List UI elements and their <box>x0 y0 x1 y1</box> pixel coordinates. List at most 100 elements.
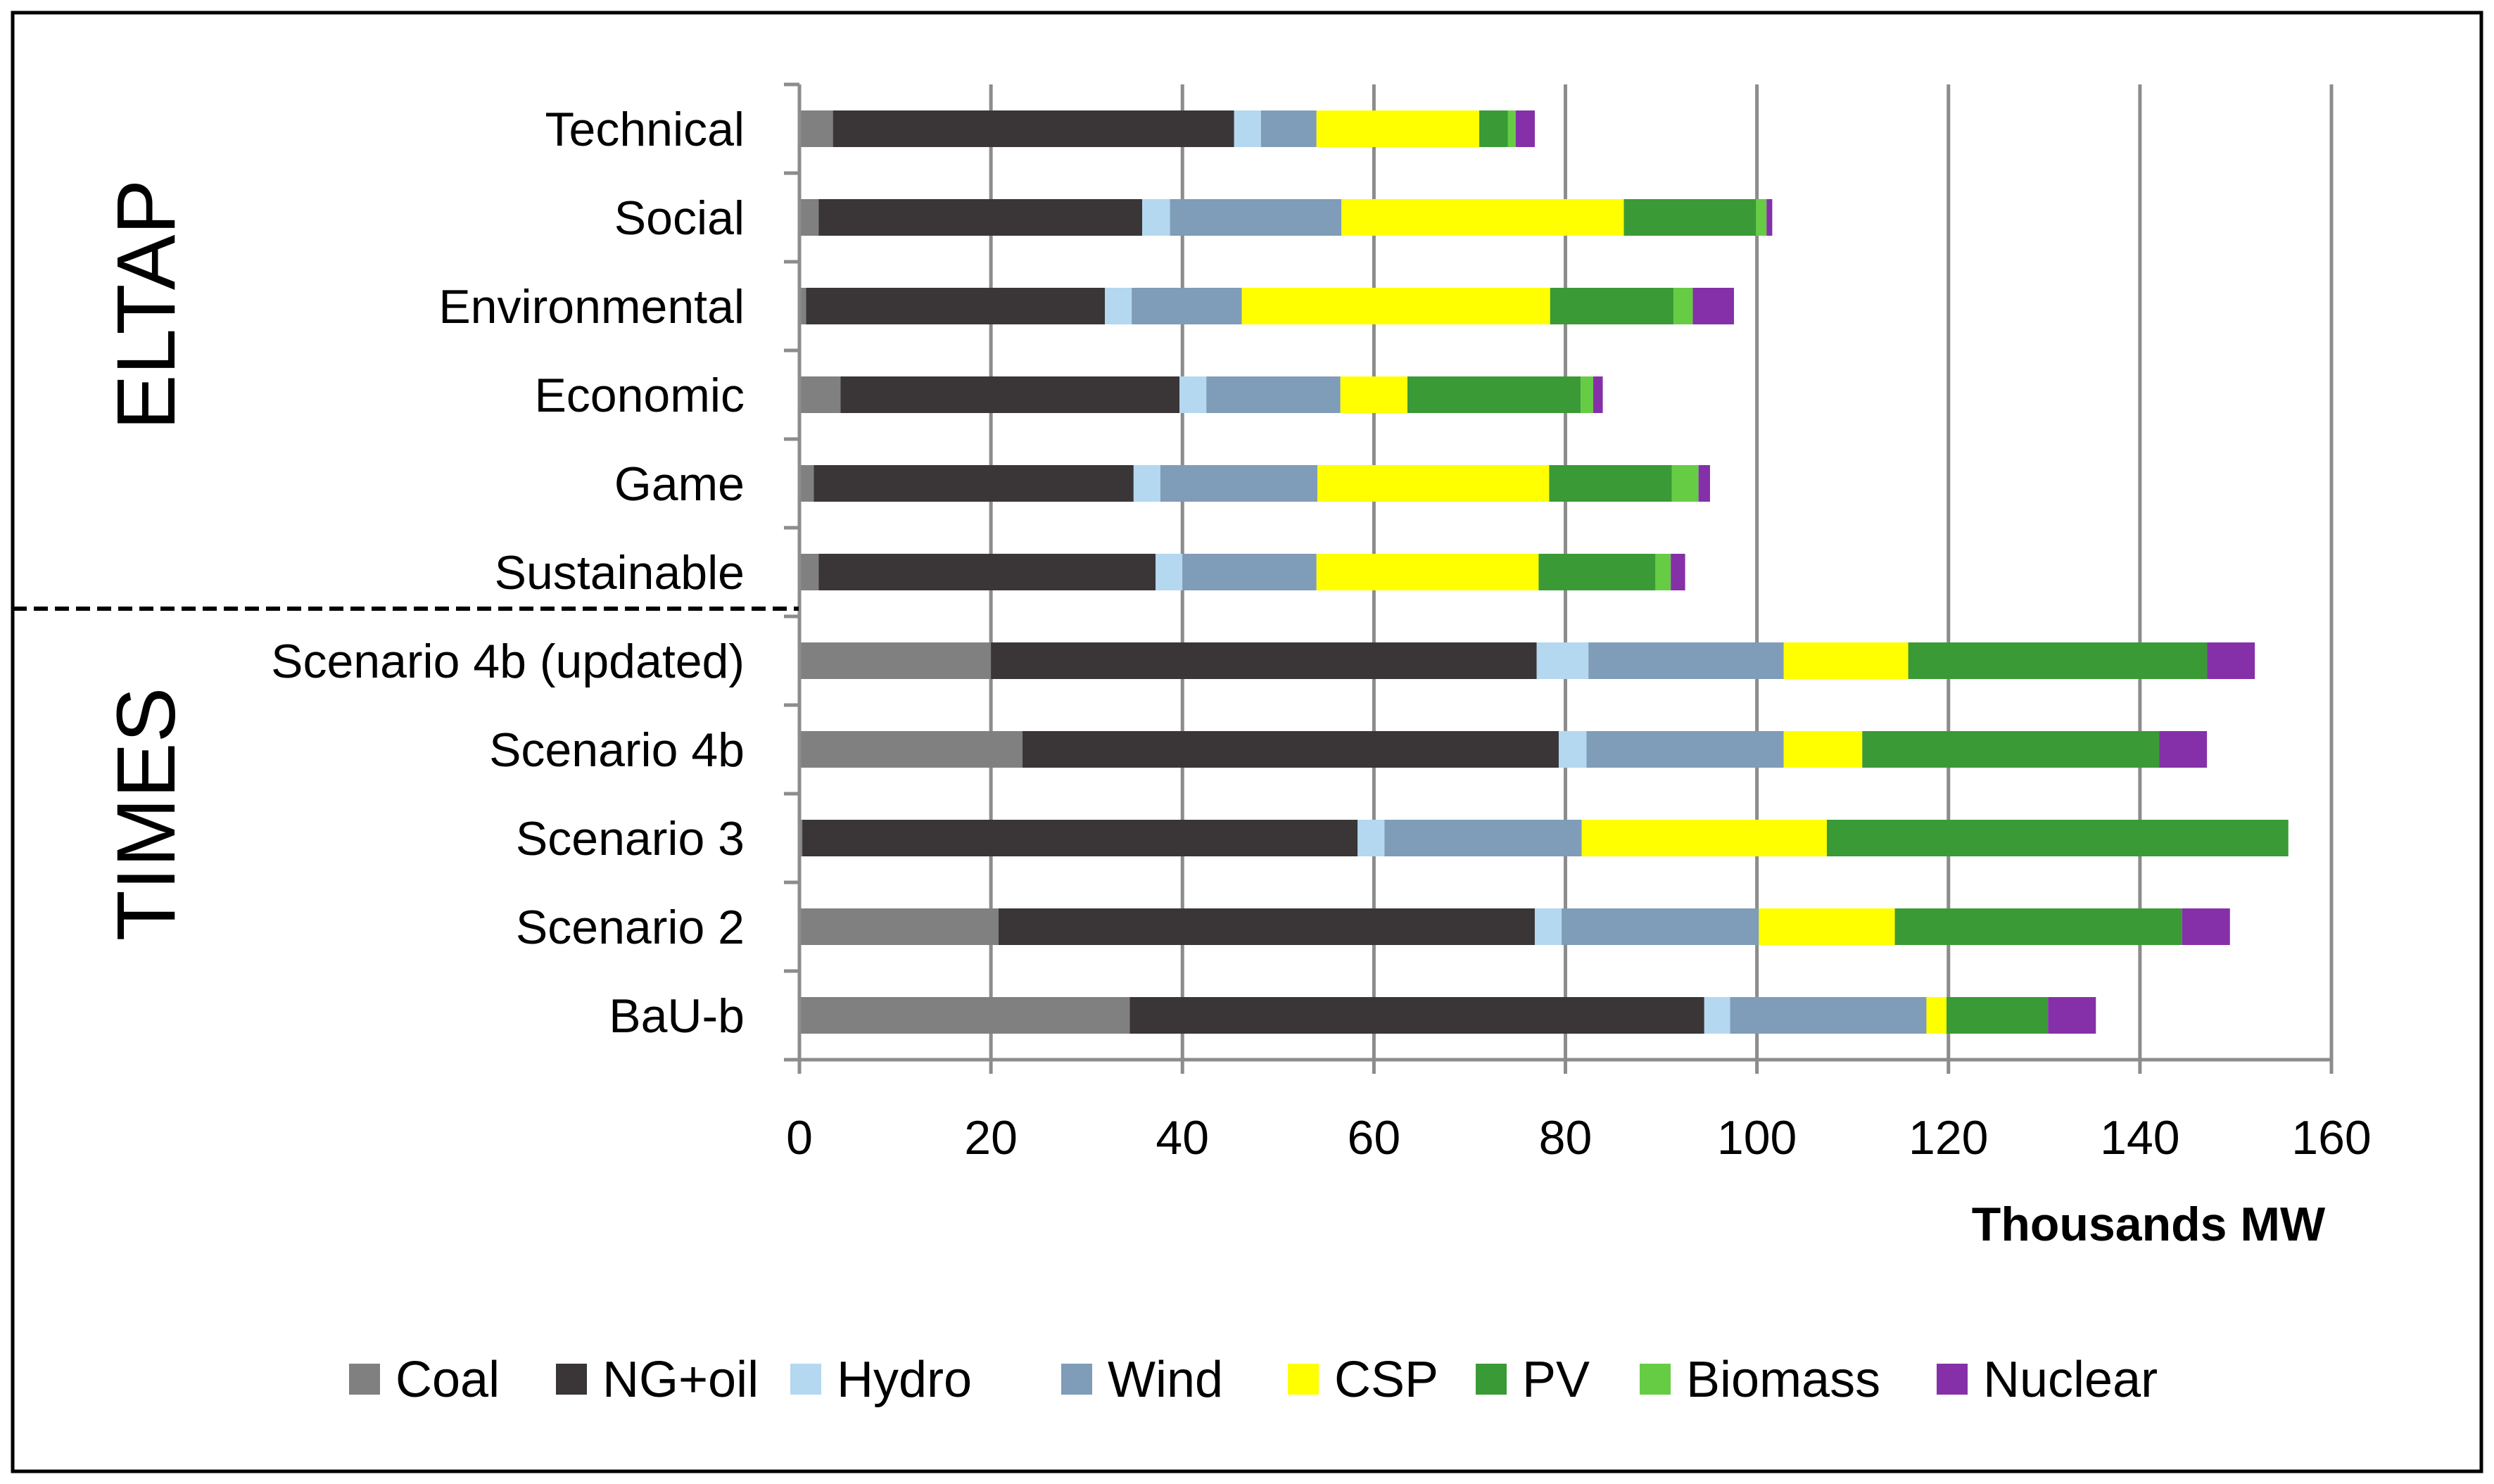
gridlines <box>989 84 2334 1060</box>
bar-segment-nuclear <box>2048 997 2096 1034</box>
x-tick-label: 80 <box>1539 1111 1593 1165</box>
bar-segment-pv <box>1826 820 2289 856</box>
bar-segment-wind <box>1730 997 1927 1034</box>
legend-swatch-coal <box>349 1364 380 1395</box>
group-label-eltap: ELTAP <box>100 179 193 430</box>
bar-segment-wind <box>1182 554 1317 590</box>
bar-segment-nuclear <box>2182 908 2230 945</box>
bar-segment-pv <box>1862 731 2160 768</box>
bar-segment-hydro <box>1156 554 1183 590</box>
bar-segment-coal <box>799 908 999 945</box>
bar-segment-csp <box>1241 288 1550 324</box>
bar-segment-ng-oil <box>991 642 1537 679</box>
bar-segment-csp <box>1926 997 1947 1034</box>
bar-segment-biomass <box>1581 376 1593 413</box>
x-tick-label: 60 <box>1348 1111 1401 1165</box>
x-tick-label: 20 <box>964 1111 1018 1165</box>
x-tick-label: 120 <box>1909 1111 1988 1165</box>
bar-segment-pv <box>1908 642 2208 679</box>
bar-segment-biomass <box>1673 288 1693 324</box>
bar-segment-wind <box>1170 199 1342 236</box>
legend-swatch-biomass <box>1640 1364 1671 1395</box>
category-labels: Technical Social Environmental Economic Game… <box>271 103 745 1043</box>
legend-label-hydro: Hydro <box>837 1352 972 1408</box>
bar-segment-wind <box>1260 110 1317 147</box>
legend-label-nuclear: Nuclear <box>1983 1352 2158 1408</box>
bars <box>799 110 2289 1034</box>
bar-segment-ng-oil <box>818 554 1156 590</box>
bar-segment-hydro <box>1704 997 1730 1034</box>
bar-segment-ng-oil <box>818 199 1143 236</box>
legend-swatch-nuclear <box>1937 1364 1968 1395</box>
legend-label-csp: CSP <box>1334 1352 1438 1408</box>
legend-label-biomass: Biomass <box>1686 1352 1880 1408</box>
legend-label-wind: Wind <box>1108 1352 1223 1408</box>
bar-segment-coal <box>799 642 992 679</box>
bar-segment-ng-oil <box>802 820 1358 856</box>
bar-segment-biomass <box>1655 554 1671 590</box>
bar-segment-coal <box>799 376 841 413</box>
x-tick-label: 40 <box>1156 1111 1209 1165</box>
legend-swatch-pv <box>1476 1364 1507 1395</box>
bar-segment-wind <box>1132 288 1242 324</box>
bar-segment-pv <box>1550 288 1674 324</box>
category-label: Technical <box>545 103 745 156</box>
bar-segment-biomass <box>1756 199 1767 236</box>
x-tick-label: 140 <box>2100 1111 2179 1165</box>
legend-swatch-hydro <box>790 1364 821 1395</box>
bar-segment-hydro <box>1105 288 1132 324</box>
bar-segment-pv <box>1479 110 1508 147</box>
bar-segment-csp <box>1340 376 1407 413</box>
x-tick-label: 160 <box>2291 1111 2371 1165</box>
bar-segment-nuclear <box>1515 110 1535 147</box>
bar-segment-csp <box>1783 731 1863 768</box>
bar-segment-hydro <box>1536 642 1589 679</box>
bar-segment-coal <box>799 465 814 502</box>
bar-segment-hydro <box>1558 731 1587 768</box>
bar-segment-pv <box>1407 376 1581 413</box>
bar-segment-pv <box>1549 465 1672 502</box>
bar-segment-coal <box>799 997 1130 1034</box>
x-tick-label: 0 <box>786 1111 813 1165</box>
bar-segment-hydro <box>1534 908 1562 945</box>
bar-segment-ng-oil <box>833 110 1234 147</box>
bar-segment-csp <box>1581 820 1827 856</box>
bar-segment-hydro <box>1234 110 1261 147</box>
x-tick-label: 100 <box>1717 1111 1797 1165</box>
bar-segment-wind <box>1160 465 1318 502</box>
bar-segment-wind <box>1206 376 1341 413</box>
category-label: Social <box>614 191 745 245</box>
bar-segment-nuclear <box>1593 376 1603 413</box>
axes <box>784 82 2334 1074</box>
category-label: Economic <box>534 369 745 422</box>
legend-label-pv: PV <box>1522 1352 1590 1408</box>
bar-segment-hydro <box>1357 820 1385 856</box>
bar-segment-wind <box>1588 642 1784 679</box>
bar-segment-pv <box>1894 908 2182 945</box>
bar-segment-ng-oil <box>1129 997 1704 1034</box>
bar-segment-pv <box>1623 199 1756 236</box>
bar-segment-nuclear <box>1698 465 1710 502</box>
category-label: Scenario 4b <box>489 723 745 777</box>
tick-labels: 0 20 40 60 80 100 120 140 160 <box>786 1111 2372 1165</box>
legend-swatch-csp <box>1288 1364 1319 1395</box>
category-label: Scenario 2 <box>516 901 745 954</box>
bar-segment-coal <box>799 288 806 324</box>
bar-segment-ng-oil <box>1023 731 1559 768</box>
legend-label-coal: Coal <box>395 1352 500 1408</box>
bar-segment-hydro <box>1142 199 1170 236</box>
bar-segment-csp <box>1316 554 1539 590</box>
bar-segment-csp <box>1316 110 1480 147</box>
bar-segment-biomass <box>1507 110 1516 147</box>
bar-segment-coal <box>799 731 1023 768</box>
group-label-times: TIMES <box>100 687 193 941</box>
x-axis-title: Thousands MW <box>1972 1198 2326 1251</box>
bar-segment-ng-oil <box>814 465 1134 502</box>
bar-segment-wind <box>1384 820 1582 856</box>
bar-segment-nuclear <box>1671 554 1685 590</box>
category-label: BaU-b <box>609 989 745 1043</box>
category-label: Environmental <box>438 280 745 334</box>
bar-segment-coal <box>799 110 833 147</box>
bar-segment-nuclear <box>2159 731 2208 768</box>
